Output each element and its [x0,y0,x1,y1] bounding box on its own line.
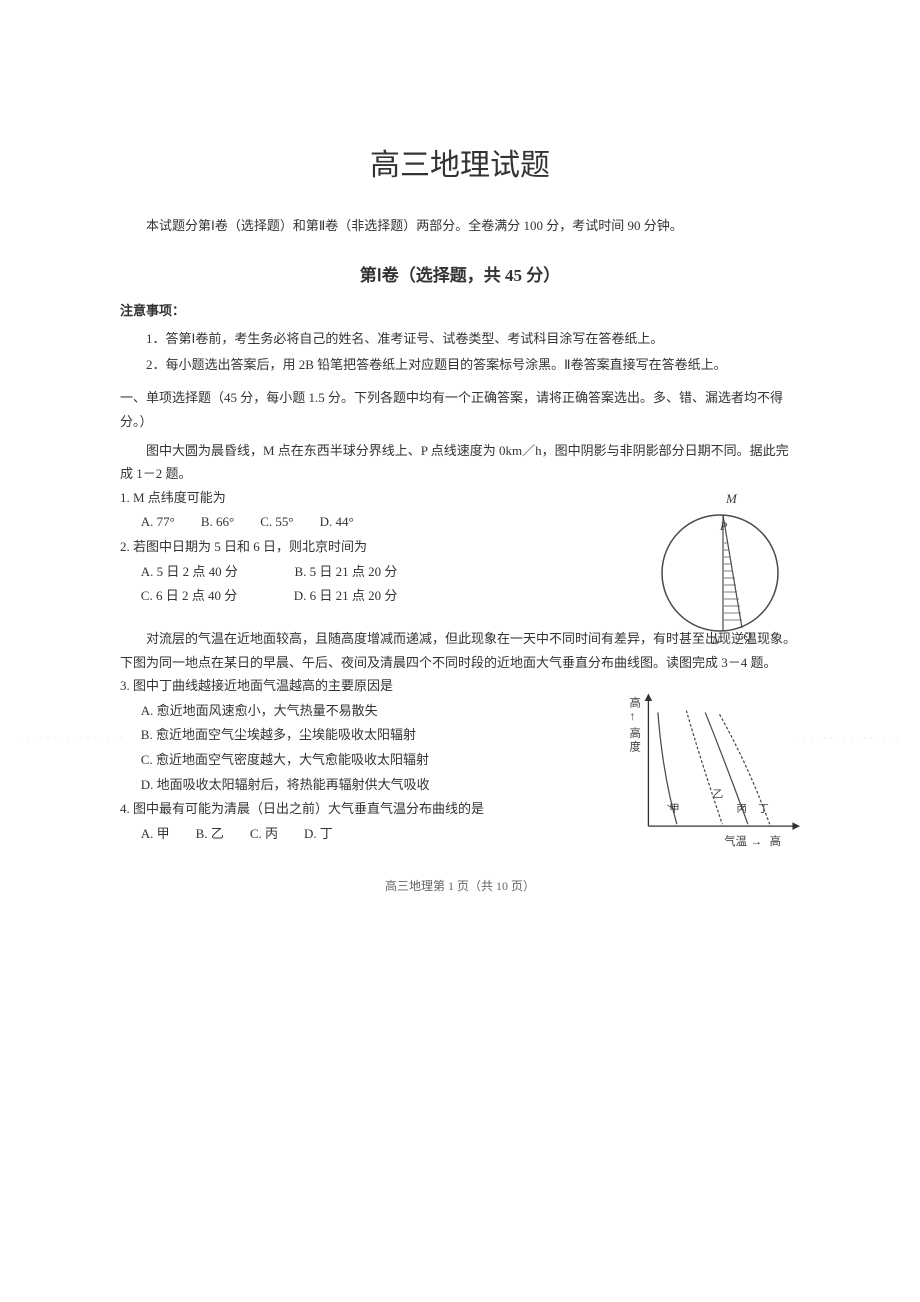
label-P: P [719,519,728,533]
x-label: 气温 [724,834,747,848]
label-M: M [725,491,738,506]
q2-optB: B. 5 日 21 点 20 分 [294,564,397,579]
passage-1: 图中大圆为晨昏线，M 点在东西半球分界线上、P 点线速度为 0km／h，图中阴影… [120,439,800,486]
q2-optD: D. 6 日 21 点 20 分 [294,588,398,603]
q3-optC: C. 愈近地面空气密度越大，大气愈能吸收太阳辐射 [120,748,542,773]
q3-optD: D. 地面吸收太阳辐射后，将热能再辐射供大气吸收 [120,773,542,798]
exam-page: · · · · · · · · · · · · · · · · · · · · … [0,0,920,1302]
figure-globe-diagram: M P N Q [640,488,800,648]
notice-label: 注意事项： [120,300,800,319]
q3-q4-block: 3. 图中丁曲线越接近地面气温越高的主要原因是 A. 愈近地面风速愈小，大气热量… [120,674,800,847]
q2-stem: 2. 若图中日期为 5 日和 6 日，则北京时间为 [120,535,542,560]
q2-optC: C. 6 日 2 点 40 分 [141,588,237,603]
page-footer: 高三地理第 1 页（共 10 页） [120,877,800,894]
page-title: 高三地理试题 [120,140,800,184]
margin-dots-left: · · · · · · · · · · · · · · · · [20,734,124,743]
y-label-du: 度 [629,739,640,753]
q1-q2-text: 1. M 点纬度可能为 A. 77° B. 66° C. 55° D. 44° … [120,486,542,609]
q2-row2: C. 6 日 2 点 40 分 D. 6 日 21 点 20 分 [120,584,542,609]
y-label-top: 高 [629,696,640,710]
mcq-heading: 一、单项选择题（45 分，每小题 1.5 分。下列各题中均有一个正确答案，请将正… [120,386,800,433]
mcq-heading-text: 一、单项选择题（45 分，每小题 1.5 分。下列各题中均有一个正确答案，请将正… [120,390,783,428]
notice-2: 2．每小题选出答案后，用 2B 铅笔把答卷纸上对应题目的答案标号涂黑。Ⅱ卷答案直… [120,353,800,376]
label-Q: Q [743,629,752,643]
figure-temp-profile: 高 ↑ 高 度 甲 乙 丙 丁 气温 → 高 [610,684,810,864]
arrow-up-icon: ↑ [629,711,635,723]
q1-options: A. 77° B. 66° C. 55° D. 44° [120,510,542,535]
margin-dots-right: · · · · · · · · · · · · · · · · [796,734,900,743]
section-1-title: 第Ⅰ卷（选择题，共 45 分） [120,261,800,286]
q1-stem: 1. M 点纬度可能为 [120,486,542,511]
intro-text: 本试题分第Ⅰ卷（选择题）和第Ⅱ卷（非选择题）两部分。全卷满分 100 分，考试时… [120,214,800,237]
q3-optA: A. 愈近地面风速愈小，大气热量不易散失 [120,699,542,724]
q3-stem: 3. 图中丁曲线越接近地面气温越高的主要原因是 [120,674,542,699]
arrow-right-icon: → [751,836,762,848]
notice-1: 1．答第Ⅰ卷前，考生务必将自己的姓名、准考证号、试卷类型、考试科目涂写在答卷纸上… [120,327,800,350]
curve-yi: 乙 [713,789,723,801]
q4-options: A. 甲 B. 乙 C. 丙 D. 丁 [120,822,542,847]
label-N: N [711,633,721,647]
curve-ding: 丁 [758,804,768,815]
q3-q4-text: 3. 图中丁曲线越接近地面气温越高的主要原因是 A. 愈近地面风速愈小，大气热量… [120,674,542,847]
q2-row1: A. 5 日 2 点 40 分 B. 5 日 21 点 20 分 [120,560,542,585]
q2-optA: A. 5 日 2 点 40 分 [141,564,238,579]
q1-q2-block: 1. M 点纬度可能为 A. 77° B. 66° C. 55° D. 44° … [120,486,800,609]
y-label-gao: 高 [629,726,640,740]
q3-optB: B. 愈近地面空气尘埃越多，尘埃能吸收太阳辐射 [120,723,542,748]
curve-jia: 甲 [669,804,679,815]
q4-stem: 4. 图中最有可能为清晨（日出之前）大气垂直气温分布曲线的是 [120,797,542,822]
x-label-gao: 高 [770,834,781,848]
